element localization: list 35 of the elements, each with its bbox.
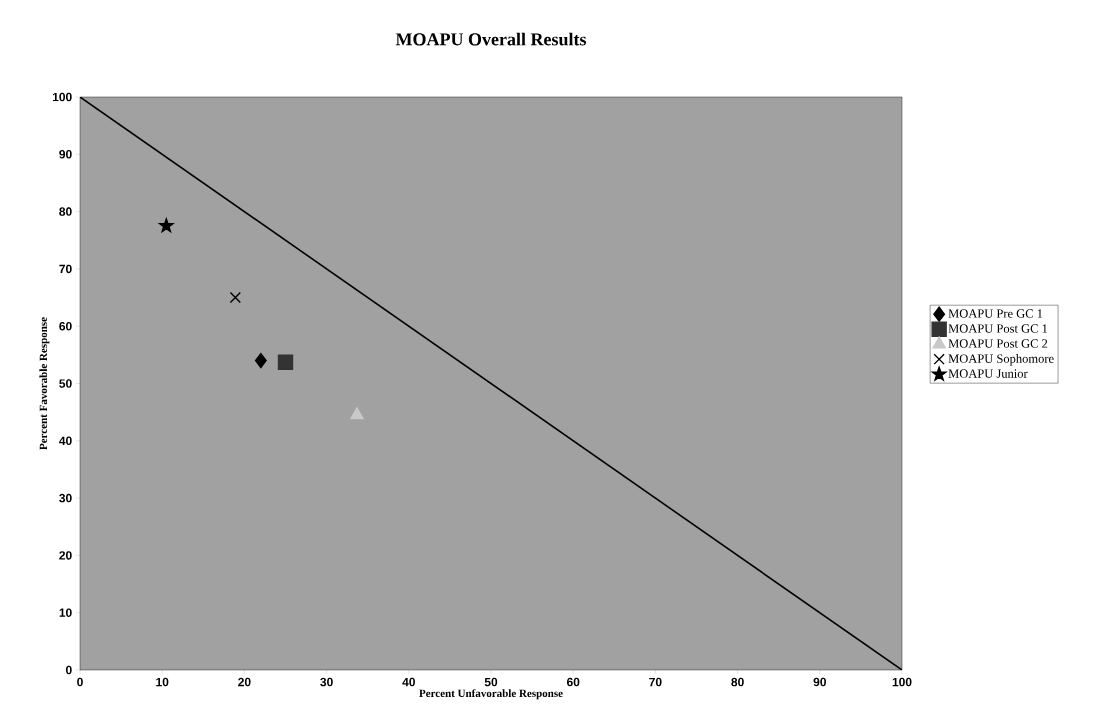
x-tick-label: 50 bbox=[484, 677, 498, 687]
x-tick-label: 100 bbox=[892, 677, 912, 687]
legend-label: MOAPU Sophomore bbox=[948, 354, 1054, 366]
x-tick-label: 10 bbox=[156, 677, 169, 687]
legend-label: MOAPU Pre GC 1 bbox=[948, 309, 1043, 318]
x-tick-label: 80 bbox=[731, 677, 744, 687]
y-tick-label: 10 bbox=[59, 608, 72, 617]
x-tick-label: 60 bbox=[566, 677, 580, 687]
x-tick-label: 70 bbox=[649, 677, 662, 687]
point bbox=[158, 218, 174, 233]
y-tick-label: 60 bbox=[59, 321, 72, 331]
y-tick-label: 90 bbox=[59, 150, 72, 159]
legend-label: MOAPU Post GC 2 bbox=[948, 339, 1048, 348]
point bbox=[254, 352, 267, 369]
chart-title: MOAPU Overall Results bbox=[395, 32, 587, 46]
y-tick-label: 30 bbox=[59, 493, 72, 503]
y-tick-label: 0 bbox=[66, 665, 72, 675]
y-tick-label: 80 bbox=[59, 207, 72, 216]
x-tick-label: 0 bbox=[77, 677, 83, 687]
x-tick-label: 40 bbox=[402, 677, 415, 687]
y-tick-label: 50 bbox=[59, 379, 72, 388]
y-tick-label: 100 bbox=[52, 92, 72, 102]
y-tick-label: 70 bbox=[59, 264, 72, 274]
point bbox=[229, 291, 242, 304]
legend-label: MOAPU Post GC 1 bbox=[948, 324, 1048, 333]
legend-label: MOAPU Junior bbox=[948, 369, 1028, 378]
point bbox=[350, 407, 364, 420]
y-tick-label: 40 bbox=[59, 436, 72, 446]
x-tick-label: 90 bbox=[813, 677, 826, 687]
x-tick-label: 30 bbox=[320, 677, 333, 687]
y-tick-label: 20 bbox=[59, 551, 72, 560]
point bbox=[277, 354, 294, 370]
y-axis-title: Percent Favorable Response bbox=[39, 317, 50, 450]
x-tick-label: 20 bbox=[238, 677, 251, 687]
x-axis-title: Percent Unfavorable Response bbox=[419, 689, 563, 700]
